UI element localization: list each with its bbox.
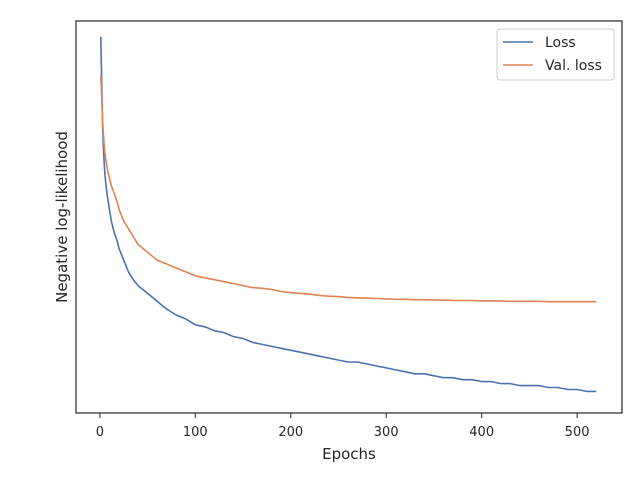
x-tick-label-400: 400: [469, 425, 494, 440]
plot-area: [76, 21, 622, 413]
y-axis-label: Negative log-likelihood: [53, 131, 71, 303]
loss-series-line: [100, 36, 597, 393]
x-axis-label: Epochs: [322, 445, 376, 463]
x-tick-label-500: 500: [565, 425, 590, 440]
x-axis-ticks: 0 100 200 300 400 500: [96, 413, 590, 440]
x-tick-label-100: 100: [183, 425, 208, 440]
legend-label-loss: Loss: [545, 35, 576, 51]
x-tick-label-200: 200: [278, 425, 303, 440]
legend: Loss Val. loss: [496, 28, 615, 81]
plot-frame: [75, 20, 623, 414]
legend-label-val-loss: Val. loss: [545, 58, 602, 74]
x-tick-label-0: 0: [96, 425, 104, 440]
x-tick-label-300: 300: [374, 425, 399, 440]
val-loss-series-line: [100, 75, 597, 303]
series-layer: [100, 36, 597, 393]
